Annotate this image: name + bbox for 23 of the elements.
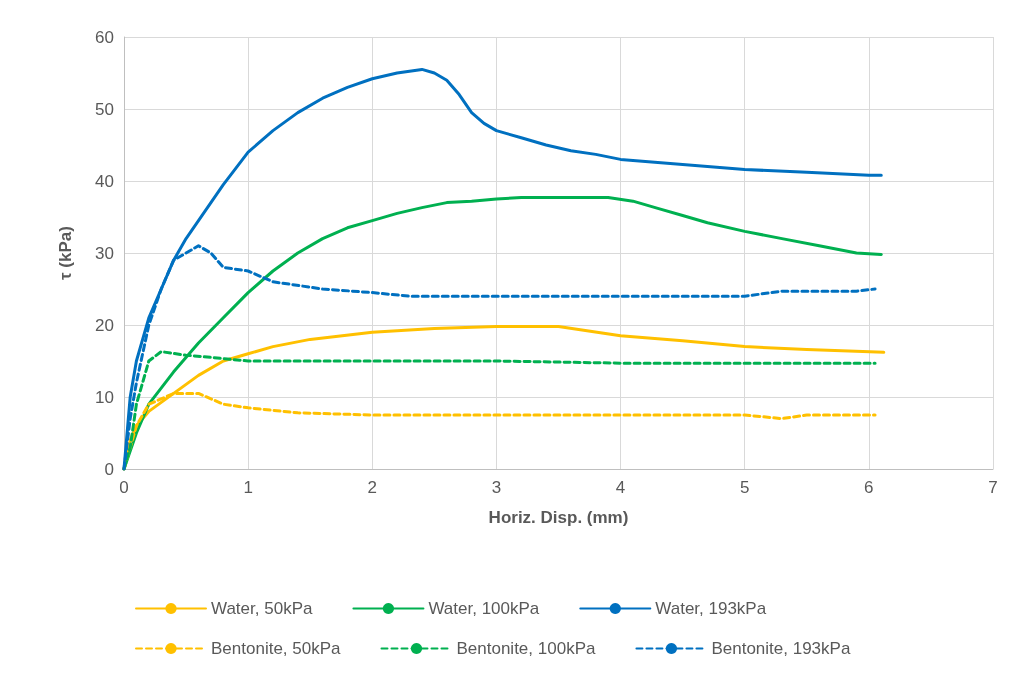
x-tick-label: 7 xyxy=(988,478,998,497)
x-tick-label: 6 xyxy=(864,478,874,497)
legend-label: Water, 50kPa xyxy=(211,599,313,618)
x-tick-label: 3 xyxy=(491,478,502,497)
y-tick-label: 20 xyxy=(95,315,114,335)
x-tick-label: 2 xyxy=(367,478,378,497)
legend-label: Water, 100kPa xyxy=(428,599,540,618)
legend-label: Bentonite, 50kPa xyxy=(211,639,342,658)
y-tick-label: 50 xyxy=(95,99,114,119)
x-tick-label: 5 xyxy=(739,478,750,497)
y-tick-label: 30 xyxy=(95,243,114,263)
legend-label: Water, 193kPa xyxy=(655,599,767,618)
y-axis-title: τ (kPa) xyxy=(56,226,75,280)
legend-label: Bentonite, 193kPa xyxy=(711,639,851,658)
x-tick-label: 1 xyxy=(243,478,253,497)
legend-label: Bentonite, 100kPa xyxy=(456,639,596,658)
x-axis-title: Horiz. Disp. (mm) xyxy=(488,508,629,527)
y-tick-label: 60 xyxy=(95,27,114,47)
x-tick-label: 4 xyxy=(615,478,626,497)
y-tick-label: 0 xyxy=(104,459,114,479)
y-tick-label: 40 xyxy=(95,171,114,191)
x-tick-label: 0 xyxy=(119,478,129,497)
y-tick-label: 10 xyxy=(95,387,114,407)
